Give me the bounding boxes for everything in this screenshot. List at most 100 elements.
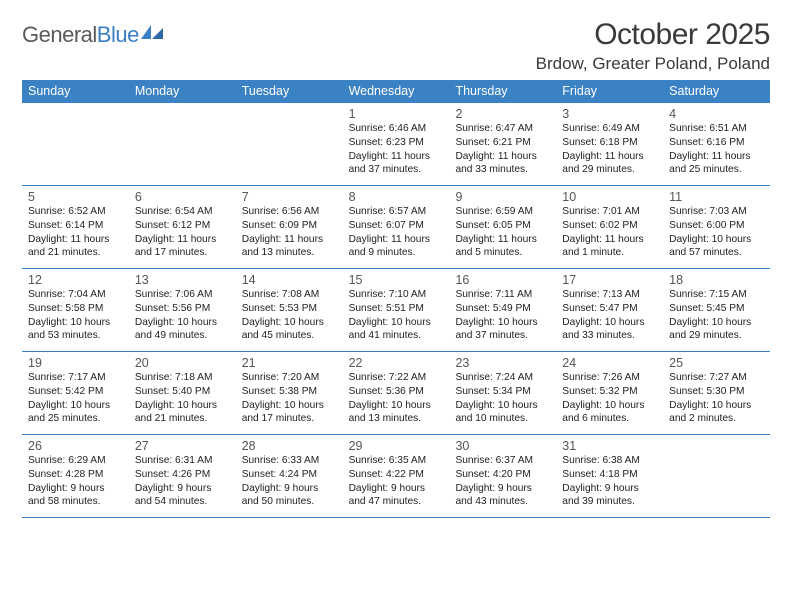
empty-cell <box>663 435 770 517</box>
day-cell: 12Sunrise: 7:04 AMSunset: 5:58 PMDayligh… <box>22 269 129 351</box>
sunrise-line: Sunrise: 7:11 AM <box>455 288 550 302</box>
day-number: 9 <box>455 190 550 204</box>
sunset-line: Sunset: 4:20 PM <box>455 468 550 482</box>
daylight-line: Daylight: 9 hours and 58 minutes. <box>28 482 123 510</box>
daylight-line: Daylight: 10 hours and 57 minutes. <box>669 233 764 261</box>
day-number: 20 <box>135 356 230 370</box>
day-cell: 28Sunrise: 6:33 AMSunset: 4:24 PMDayligh… <box>236 435 343 517</box>
sunrise-line: Sunrise: 7:04 AM <box>28 288 123 302</box>
sunrise-line: Sunrise: 7:17 AM <box>28 371 123 385</box>
day-cell: 2Sunrise: 6:47 AMSunset: 6:21 PMDaylight… <box>449 103 556 185</box>
sunrise-line: Sunrise: 6:38 AM <box>562 454 657 468</box>
sunset-line: Sunset: 5:56 PM <box>135 302 230 316</box>
sunset-line: Sunset: 6:12 PM <box>135 219 230 233</box>
sunrise-line: Sunrise: 6:47 AM <box>455 122 550 136</box>
day-number: 2 <box>455 107 550 121</box>
sunset-line: Sunset: 5:36 PM <box>349 385 444 399</box>
day-cell: 5Sunrise: 6:52 AMSunset: 6:14 PMDaylight… <box>22 186 129 268</box>
daylight-line: Daylight: 11 hours and 21 minutes. <box>28 233 123 261</box>
day-cell: 19Sunrise: 7:17 AMSunset: 5:42 PMDayligh… <box>22 352 129 434</box>
sunrise-line: Sunrise: 6:33 AM <box>242 454 337 468</box>
day-number: 17 <box>562 273 657 287</box>
day-cell: 26Sunrise: 6:29 AMSunset: 4:28 PMDayligh… <box>22 435 129 517</box>
day-cell: 3Sunrise: 6:49 AMSunset: 6:18 PMDaylight… <box>556 103 663 185</box>
sunrise-line: Sunrise: 6:31 AM <box>135 454 230 468</box>
daylight-line: Daylight: 9 hours and 50 minutes. <box>242 482 337 510</box>
sunrise-line: Sunrise: 6:49 AM <box>562 122 657 136</box>
day-cell: 11Sunrise: 7:03 AMSunset: 6:00 PMDayligh… <box>663 186 770 268</box>
day-number: 16 <box>455 273 550 287</box>
day-cell: 24Sunrise: 7:26 AMSunset: 5:32 PMDayligh… <box>556 352 663 434</box>
sunset-line: Sunset: 5:58 PM <box>28 302 123 316</box>
daylight-line: Daylight: 10 hours and 10 minutes. <box>455 399 550 427</box>
day-number: 11 <box>669 190 764 204</box>
day-number: 15 <box>349 273 444 287</box>
sunset-line: Sunset: 5:32 PM <box>562 385 657 399</box>
sunrise-line: Sunrise: 7:01 AM <box>562 205 657 219</box>
sunrise-line: Sunrise: 7:20 AM <box>242 371 337 385</box>
daylight-line: Daylight: 9 hours and 39 minutes. <box>562 482 657 510</box>
day-cell: 14Sunrise: 7:08 AMSunset: 5:53 PMDayligh… <box>236 269 343 351</box>
day-cell: 31Sunrise: 6:38 AMSunset: 4:18 PMDayligh… <box>556 435 663 517</box>
daylight-line: Daylight: 10 hours and 45 minutes. <box>242 316 337 344</box>
top-bar: GeneralBlue October 2025 Brdow, Greater … <box>22 18 770 74</box>
daylight-line: Daylight: 11 hours and 1 minute. <box>562 233 657 261</box>
location-text: Brdow, Greater Poland, Poland <box>536 54 770 74</box>
day-number: 3 <box>562 107 657 121</box>
day-number: 30 <box>455 439 550 453</box>
daylight-line: Daylight: 10 hours and 29 minutes. <box>669 316 764 344</box>
title-block: October 2025 Brdow, Greater Poland, Pola… <box>536 18 770 74</box>
sunset-line: Sunset: 6:23 PM <box>349 136 444 150</box>
weekday-header: Saturday <box>663 80 770 103</box>
day-cell: 21Sunrise: 7:20 AMSunset: 5:38 PMDayligh… <box>236 352 343 434</box>
weekday-header-row: SundayMondayTuesdayWednesdayThursdayFrid… <box>22 80 770 103</box>
daylight-line: Daylight: 10 hours and 2 minutes. <box>669 399 764 427</box>
weekday-header: Sunday <box>22 80 129 103</box>
day-cell: 25Sunrise: 7:27 AMSunset: 5:30 PMDayligh… <box>663 352 770 434</box>
day-cell: 27Sunrise: 6:31 AMSunset: 4:26 PMDayligh… <box>129 435 236 517</box>
sunset-line: Sunset: 5:30 PM <box>669 385 764 399</box>
day-cell: 9Sunrise: 6:59 AMSunset: 6:05 PMDaylight… <box>449 186 556 268</box>
sunrise-line: Sunrise: 6:52 AM <box>28 205 123 219</box>
day-cell: 22Sunrise: 7:22 AMSunset: 5:36 PMDayligh… <box>343 352 450 434</box>
weekday-header: Monday <box>129 80 236 103</box>
sunset-line: Sunset: 4:18 PM <box>562 468 657 482</box>
day-cell: 18Sunrise: 7:15 AMSunset: 5:45 PMDayligh… <box>663 269 770 351</box>
weekday-header: Tuesday <box>236 80 343 103</box>
day-cell: 20Sunrise: 7:18 AMSunset: 5:40 PMDayligh… <box>129 352 236 434</box>
sunset-line: Sunset: 5:53 PM <box>242 302 337 316</box>
sunrise-line: Sunrise: 7:18 AM <box>135 371 230 385</box>
sunrise-line: Sunrise: 7:08 AM <box>242 288 337 302</box>
daylight-line: Daylight: 11 hours and 13 minutes. <box>242 233 337 261</box>
calendar-page: GeneralBlue October 2025 Brdow, Greater … <box>0 0 792 518</box>
sunset-line: Sunset: 6:00 PM <box>669 219 764 233</box>
daylight-line: Daylight: 11 hours and 29 minutes. <box>562 150 657 178</box>
daylight-line: Daylight: 9 hours and 43 minutes. <box>455 482 550 510</box>
day-number: 27 <box>135 439 230 453</box>
sunrise-line: Sunrise: 7:26 AM <box>562 371 657 385</box>
daylight-line: Daylight: 11 hours and 33 minutes. <box>455 150 550 178</box>
day-cell: 29Sunrise: 6:35 AMSunset: 4:22 PMDayligh… <box>343 435 450 517</box>
sunset-line: Sunset: 6:16 PM <box>669 136 764 150</box>
weeks-container: 1Sunrise: 6:46 AMSunset: 6:23 PMDaylight… <box>22 103 770 518</box>
sunrise-line: Sunrise: 7:03 AM <box>669 205 764 219</box>
sunset-line: Sunset: 4:28 PM <box>28 468 123 482</box>
sunrise-line: Sunrise: 7:15 AM <box>669 288 764 302</box>
daylight-line: Daylight: 10 hours and 37 minutes. <box>455 316 550 344</box>
day-number: 19 <box>28 356 123 370</box>
daylight-line: Daylight: 10 hours and 41 minutes. <box>349 316 444 344</box>
daylight-line: Daylight: 10 hours and 25 minutes. <box>28 399 123 427</box>
day-number: 24 <box>562 356 657 370</box>
day-cell: 15Sunrise: 7:10 AMSunset: 5:51 PMDayligh… <box>343 269 450 351</box>
day-cell: 1Sunrise: 6:46 AMSunset: 6:23 PMDaylight… <box>343 103 450 185</box>
day-cell: 6Sunrise: 6:54 AMSunset: 6:12 PMDaylight… <box>129 186 236 268</box>
sunset-line: Sunset: 6:21 PM <box>455 136 550 150</box>
day-cell: 10Sunrise: 7:01 AMSunset: 6:02 PMDayligh… <box>556 186 663 268</box>
sunset-line: Sunset: 5:38 PM <box>242 385 337 399</box>
day-cell: 30Sunrise: 6:37 AMSunset: 4:20 PMDayligh… <box>449 435 556 517</box>
daylight-line: Daylight: 10 hours and 13 minutes. <box>349 399 444 427</box>
day-number: 1 <box>349 107 444 121</box>
daylight-line: Daylight: 9 hours and 54 minutes. <box>135 482 230 510</box>
sunrise-line: Sunrise: 7:24 AM <box>455 371 550 385</box>
sunset-line: Sunset: 6:02 PM <box>562 219 657 233</box>
